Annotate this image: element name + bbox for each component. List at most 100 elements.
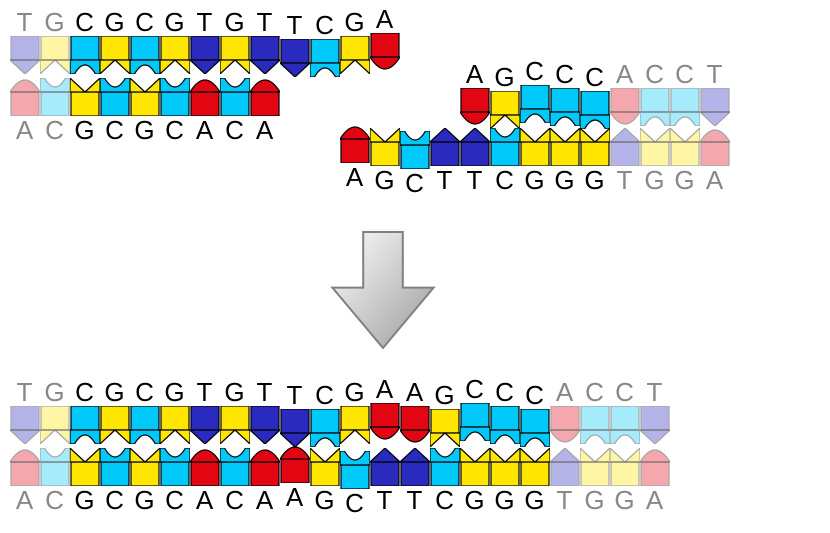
base-shape	[430, 128, 460, 166]
nucleotide: C	[580, 378, 610, 444]
nucleotide: G	[460, 448, 490, 514]
base-letter: A	[250, 116, 280, 144]
base-letter: C	[70, 8, 100, 36]
base-letter: A	[10, 486, 40, 514]
base-letter: T	[250, 8, 280, 36]
base-shape	[40, 36, 70, 74]
nucleotide: C	[340, 451, 370, 517]
base-letter: G	[340, 378, 370, 406]
base-letter: G	[40, 8, 70, 36]
base-letter: A	[280, 483, 310, 511]
base-shape	[250, 448, 280, 486]
base-shape	[220, 78, 250, 116]
base-shape	[160, 448, 190, 486]
nucleotide: C	[610, 378, 640, 444]
base-shape	[670, 128, 700, 166]
base-letter: T	[280, 381, 310, 409]
nucleotide: T	[370, 448, 400, 514]
nucleotide: G	[310, 448, 340, 514]
base-shape	[700, 128, 730, 166]
base-letter: T	[250, 378, 280, 406]
base-shape	[190, 448, 220, 486]
base-shape	[280, 445, 310, 483]
base-letter: C	[310, 11, 340, 39]
nucleotide: C	[310, 381, 340, 447]
nucleotide: C	[100, 78, 130, 144]
base-letter: G	[130, 116, 160, 144]
base-letter: C	[340, 489, 370, 517]
base-shape	[40, 406, 70, 444]
nucleotide: T	[10, 378, 40, 444]
nucleotide: C	[70, 378, 100, 444]
base-shape	[520, 128, 550, 166]
base-letter: G	[610, 486, 640, 514]
base-letter: C	[640, 60, 670, 88]
base-shape	[190, 36, 220, 74]
nucleotide: G	[220, 8, 250, 74]
base-shape	[160, 36, 190, 74]
base-letter: G	[70, 116, 100, 144]
base-shape	[430, 409, 460, 447]
base-shape	[220, 36, 250, 74]
base-letter: G	[670, 166, 700, 194]
nucleotide: G	[610, 448, 640, 514]
nucleotide: A	[460, 60, 490, 126]
base-letter: T	[550, 486, 580, 514]
base-shape	[610, 128, 640, 166]
base-letter: A	[700, 166, 730, 194]
nucleotide: T	[10, 8, 40, 74]
base-letter: G	[550, 166, 580, 194]
nucleotide: T	[280, 381, 310, 447]
base-letter: C	[580, 63, 610, 91]
nucleotide: C	[130, 378, 160, 444]
base-letter: C	[100, 116, 130, 144]
base-shape	[70, 448, 100, 486]
nucleotide: G	[370, 128, 400, 194]
base-letter: C	[160, 116, 190, 144]
base-shape	[400, 406, 430, 444]
base-shape	[460, 448, 490, 486]
base-letter: G	[70, 486, 100, 514]
base-shape	[220, 406, 250, 444]
base-letter: A	[340, 163, 370, 191]
nucleotide: A	[10, 78, 40, 144]
base-shape	[700, 88, 730, 126]
base-letter: G	[490, 63, 520, 91]
base-shape	[460, 128, 490, 166]
base-shape	[190, 78, 220, 116]
base-shape	[130, 406, 160, 444]
base-letter: C	[220, 486, 250, 514]
base-letter: C	[520, 57, 550, 85]
base-letter: G	[220, 378, 250, 406]
base-shape	[490, 128, 520, 166]
nucleotide: G	[520, 128, 550, 194]
nucleotide: G	[340, 8, 370, 74]
nucleotide: T	[640, 378, 670, 444]
nucleotide: G	[40, 8, 70, 74]
base-letter: T	[10, 378, 40, 406]
nucleotide: C	[220, 448, 250, 514]
nucleotide: C	[520, 381, 550, 447]
base-letter: C	[310, 381, 340, 409]
nucleotide: A	[550, 378, 580, 444]
base-shape	[580, 91, 610, 129]
base-letter: T	[280, 11, 310, 39]
base-letter: A	[550, 378, 580, 406]
nucleotide: G	[100, 378, 130, 444]
nucleotide: C	[40, 448, 70, 514]
nucleotide: A	[700, 128, 730, 194]
base-shape	[310, 448, 340, 486]
strand-assembled_top: T G C G C G T G T T C G A A G	[10, 378, 670, 444]
base-shape	[310, 409, 340, 447]
nucleotide: G	[430, 381, 460, 447]
base-letter: G	[130, 486, 160, 514]
base-letter: A	[190, 116, 220, 144]
nucleotide: C	[310, 11, 340, 77]
base-shape	[370, 403, 400, 441]
nucleotide: G	[70, 448, 100, 514]
nucleotide: C	[490, 378, 520, 444]
base-letter: C	[550, 60, 580, 88]
base-shape	[520, 85, 550, 123]
base-shape	[460, 88, 490, 126]
base-shape	[520, 409, 550, 447]
